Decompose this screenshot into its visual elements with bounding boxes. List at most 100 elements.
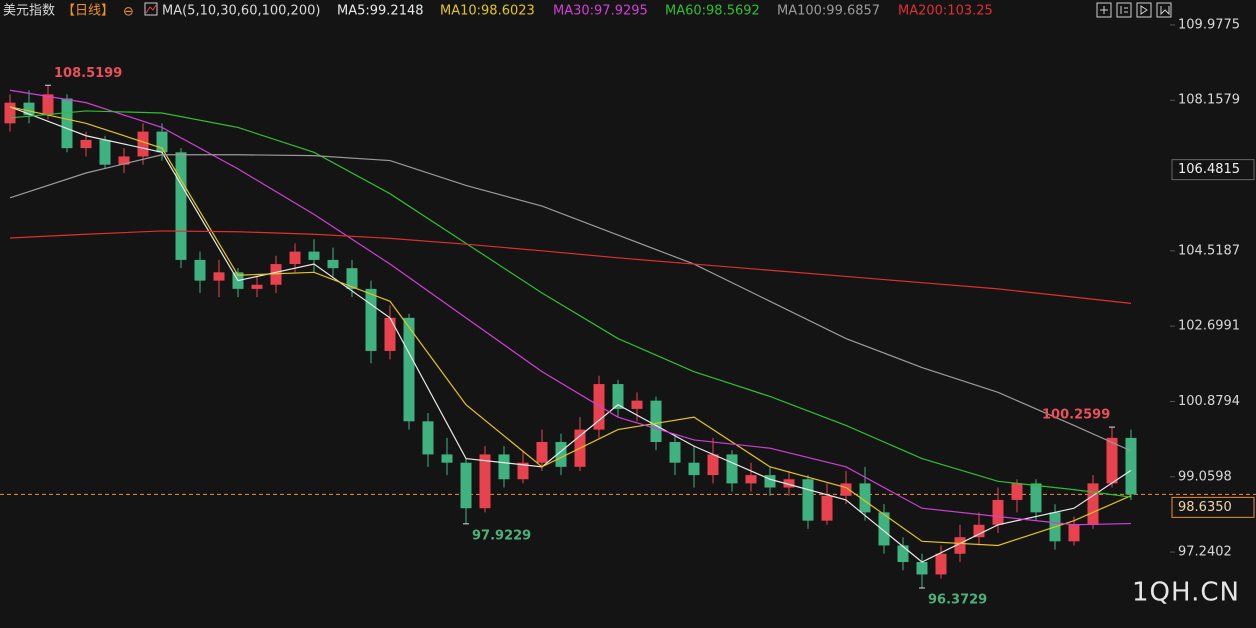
candle-body bbox=[270, 264, 282, 285]
candle-body bbox=[840, 483, 852, 496]
last-price-label: 98.6350 bbox=[1178, 500, 1232, 515]
candle-body bbox=[631, 400, 643, 409]
candle-body bbox=[498, 454, 510, 480]
candle bbox=[1068, 516, 1080, 546]
candle-body bbox=[213, 272, 225, 281]
low-annotation: 96.3729 bbox=[928, 592, 987, 607]
candle-body bbox=[118, 156, 130, 165]
candle bbox=[802, 475, 814, 529]
candle bbox=[384, 305, 396, 360]
candle bbox=[688, 446, 700, 488]
candle bbox=[1011, 479, 1023, 513]
candle bbox=[213, 259, 225, 298]
candle-body bbox=[783, 479, 795, 488]
legend-entry: MA100:99.6857 bbox=[777, 4, 880, 19]
candle bbox=[555, 433, 567, 476]
candle-body bbox=[137, 131, 149, 157]
candle bbox=[137, 123, 149, 165]
candle-body bbox=[764, 475, 776, 488]
tool-glyphs bbox=[1100, 5, 1170, 16]
candle-body bbox=[289, 251, 301, 265]
candle bbox=[973, 512, 985, 546]
candle bbox=[536, 429, 548, 471]
price-marker-box bbox=[1171, 159, 1255, 181]
candle bbox=[897, 537, 909, 571]
y-tick-label: 99.0598 bbox=[1178, 469, 1232, 484]
candle-body bbox=[99, 139, 111, 165]
candle-body bbox=[403, 317, 415, 422]
candle-body bbox=[726, 454, 738, 484]
legend-entry: MA10:98.6023 bbox=[440, 4, 535, 19]
icon-line bbox=[145, 4, 157, 14]
legend-entry: MA200:103.25 bbox=[898, 4, 993, 19]
tool-button[interactable] bbox=[1116, 2, 1132, 18]
candle bbox=[878, 504, 890, 554]
candle-body bbox=[4, 102, 16, 124]
candle-body bbox=[1106, 437, 1118, 484]
candle bbox=[99, 135, 111, 169]
candle bbox=[631, 392, 643, 422]
candle bbox=[422, 413, 434, 467]
low-annotation: 97.9229 bbox=[472, 528, 531, 543]
candle-body bbox=[688, 462, 700, 476]
candle-body bbox=[973, 524, 985, 538]
tool-button[interactable] bbox=[1096, 2, 1112, 18]
candle bbox=[194, 251, 206, 294]
candle-body bbox=[327, 259, 339, 269]
candle-body bbox=[460, 462, 472, 509]
candle-body bbox=[669, 442, 681, 463]
candle-body bbox=[1030, 483, 1042, 513]
ma-line bbox=[9, 89, 1132, 526]
candle-body bbox=[821, 495, 833, 521]
candle bbox=[783, 470, 795, 496]
candle-body bbox=[517, 462, 529, 480]
y-tick-label: 104.5187 bbox=[1178, 243, 1240, 258]
candle bbox=[460, 458, 472, 524]
candle bbox=[1087, 475, 1099, 529]
ma-line bbox=[9, 230, 1132, 304]
legend-entry: MA60:98.5692 bbox=[665, 4, 760, 19]
candle bbox=[916, 553, 928, 588]
y-tick-label: 97.2402 bbox=[1178, 545, 1232, 560]
candle bbox=[308, 239, 320, 273]
y-tick-label: 109.9775 bbox=[1178, 17, 1240, 32]
candle-body bbox=[992, 499, 1004, 525]
candle bbox=[403, 313, 415, 430]
candle bbox=[479, 446, 491, 513]
y-tick-label: 100.8794 bbox=[1178, 394, 1240, 409]
ma-icon[interactable] bbox=[144, 2, 158, 16]
candle-body bbox=[346, 268, 358, 289]
candle bbox=[42, 85, 54, 120]
candle bbox=[935, 545, 947, 579]
candle bbox=[593, 375, 605, 438]
candle bbox=[251, 276, 263, 298]
candle bbox=[707, 437, 719, 484]
candle-body bbox=[308, 251, 320, 260]
candle bbox=[745, 462, 757, 492]
icon-frame bbox=[144, 2, 158, 16]
candle-body bbox=[612, 384, 624, 409]
collapse-icon[interactable]: ⊖ bbox=[123, 5, 134, 20]
high-annotation: 100.2599 bbox=[1042, 408, 1110, 423]
ma-line bbox=[9, 106, 1132, 547]
ma-line bbox=[9, 110, 1132, 498]
period[interactable]: 【日线】 bbox=[62, 4, 114, 19]
candle-body bbox=[707, 454, 719, 476]
candle-body bbox=[859, 483, 871, 513]
chart-title: 美元指数 bbox=[3, 4, 55, 19]
candle-body bbox=[42, 94, 54, 116]
candle-body bbox=[1068, 524, 1080, 542]
candle-body bbox=[935, 553, 947, 575]
tool-button[interactable] bbox=[1156, 2, 1172, 18]
candle-body bbox=[536, 442, 548, 463]
candle bbox=[4, 94, 16, 132]
candle bbox=[270, 255, 282, 294]
toolbar bbox=[1096, 2, 1172, 18]
tool-button[interactable] bbox=[1136, 2, 1152, 18]
price-marker-label: 106.4815 bbox=[1178, 162, 1240, 177]
candle bbox=[669, 433, 681, 476]
y-tick-label: 108.1579 bbox=[1178, 93, 1240, 108]
candle-body bbox=[878, 512, 890, 546]
